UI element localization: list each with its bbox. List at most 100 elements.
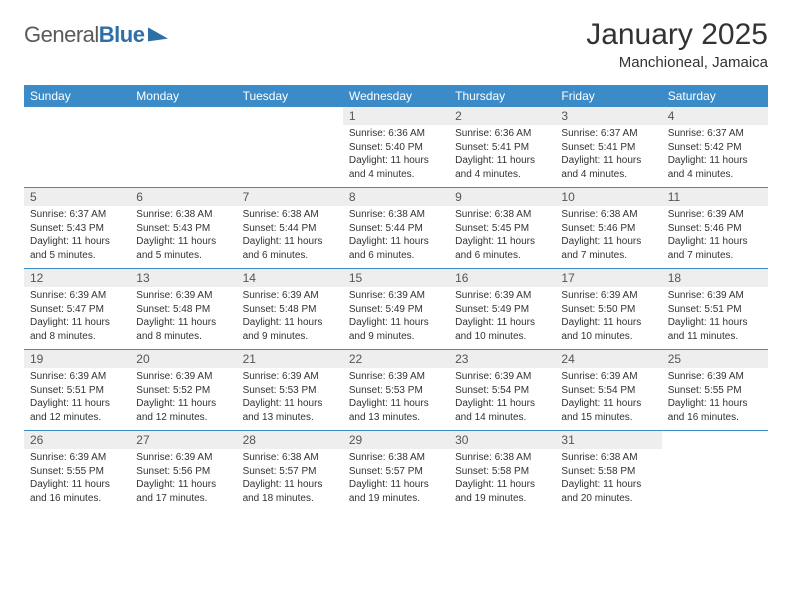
day-number: 13 [130,269,236,287]
day-cell [237,107,343,187]
logo-triangle-icon [148,25,168,42]
day-number: 15 [343,269,449,287]
sunset-text: Sunset: 5:44 PM [349,222,443,236]
day-number: 20 [130,350,236,368]
day-cell [662,431,768,511]
sunrise-text: Sunrise: 6:39 AM [30,370,124,384]
day-info: Sunrise: 6:38 AMSunset: 5:45 PMDaylight:… [449,208,555,262]
sunrise-text: Sunrise: 6:39 AM [30,289,124,303]
day-number: 29 [343,431,449,449]
day-number: 21 [237,350,343,368]
day-cell: 2 Sunrise: 6:36 AMSunset: 5:41 PMDaylight… [449,107,555,187]
day-number: 11 [662,188,768,206]
day-info: Sunrise: 6:37 AMSunset: 5:41 PMDaylight:… [555,127,661,181]
title-block: January 2025 Manchioneal, Jamaica [586,18,768,71]
day-number: 26 [24,431,130,449]
day-info: Sunrise: 6:38 AMSunset: 5:46 PMDaylight:… [555,208,661,262]
sunrise-text: Sunrise: 6:39 AM [136,370,230,384]
sunset-text: Sunset: 5:43 PM [30,222,124,236]
weekday-header: Friday [555,85,661,107]
day-number: 28 [237,431,343,449]
sunset-text: Sunset: 5:57 PM [349,465,443,479]
sunrise-text: Sunrise: 6:37 AM [561,127,655,141]
daylight-text: Daylight: 11 hours and 7 minutes. [668,235,762,262]
day-number: 8 [343,188,449,206]
sunset-text: Sunset: 5:52 PM [136,384,230,398]
sunrise-text: Sunrise: 6:39 AM [561,370,655,384]
sunset-text: Sunset: 5:53 PM [243,384,337,398]
sunrise-text: Sunrise: 6:39 AM [561,289,655,303]
sunrise-text: Sunrise: 6:39 AM [136,289,230,303]
day-number: 10 [555,188,661,206]
weekday-header: Monday [130,85,236,107]
logo-text: GeneralBlue [24,22,144,48]
daylight-text: Daylight: 11 hours and 9 minutes. [243,316,337,343]
sunrise-text: Sunrise: 6:39 AM [455,289,549,303]
day-cell: 28Sunrise: 6:38 AMSunset: 5:57 PMDayligh… [237,431,343,511]
day-cell: 15Sunrise: 6:39 AMSunset: 5:49 PMDayligh… [343,269,449,349]
daylight-text: Daylight: 11 hours and 13 minutes. [349,397,443,424]
day-cell: 24Sunrise: 6:39 AMSunset: 5:54 PMDayligh… [555,350,661,430]
logo-text-gray: General [24,22,99,47]
day-info: Sunrise: 6:39 AMSunset: 5:49 PMDaylight:… [449,289,555,343]
day-number: 31 [555,431,661,449]
week-row: 26Sunrise: 6:39 AMSunset: 5:55 PMDayligh… [24,430,768,511]
day-cell: 27Sunrise: 6:39 AMSunset: 5:56 PMDayligh… [130,431,236,511]
logo: GeneralBlue [24,18,168,48]
day-cell: 22Sunrise: 6:39 AMSunset: 5:53 PMDayligh… [343,350,449,430]
weekday-header: Tuesday [237,85,343,107]
day-cell: 30Sunrise: 6:38 AMSunset: 5:58 PMDayligh… [449,431,555,511]
sunrise-text: Sunrise: 6:39 AM [349,289,443,303]
day-number [24,107,130,111]
sunset-text: Sunset: 5:51 PM [668,303,762,317]
sunrise-text: Sunrise: 6:39 AM [455,370,549,384]
day-number: 7 [237,188,343,206]
weekday-header: Sunday [24,85,130,107]
day-info: Sunrise: 6:39 AMSunset: 5:54 PMDaylight:… [449,370,555,424]
day-info: Sunrise: 6:37 AMSunset: 5:43 PMDaylight:… [24,208,130,262]
sunset-text: Sunset: 5:56 PM [136,465,230,479]
sunrise-text: Sunrise: 6:37 AM [30,208,124,222]
daylight-text: Daylight: 11 hours and 10 minutes. [561,316,655,343]
weekday-header: Saturday [662,85,768,107]
page-title: January 2025 [586,18,768,52]
day-number: 5 [24,188,130,206]
day-info: Sunrise: 6:38 AMSunset: 5:44 PMDaylight:… [237,208,343,262]
sunrise-text: Sunrise: 6:39 AM [243,370,337,384]
day-cell: 1Sunrise: 6:36 AMSunset: 5:40 PMDaylight… [343,107,449,187]
day-number: 12 [24,269,130,287]
daylight-text: Daylight: 11 hours and 19 minutes. [349,478,443,505]
sunrise-text: Sunrise: 6:38 AM [561,208,655,222]
daylight-text: Daylight: 11 hours and 9 minutes. [349,316,443,343]
sunset-text: Sunset: 5:47 PM [30,303,124,317]
day-number: 14 [237,269,343,287]
day-info: Sunrise: 6:39 AMSunset: 5:47 PMDaylight:… [24,289,130,343]
sunset-text: Sunset: 5:55 PM [668,384,762,398]
day-cell: 9Sunrise: 6:38 AMSunset: 5:45 PMDaylight… [449,188,555,268]
sunset-text: Sunset: 5:40 PM [349,141,443,155]
daylight-text: Daylight: 11 hours and 15 minutes. [561,397,655,424]
calendar-page: GeneralBlue January 2025 Manchioneal, Ja… [0,0,792,529]
week-row: 19Sunrise: 6:39 AMSunset: 5:51 PMDayligh… [24,349,768,430]
sunrise-text: Sunrise: 6:38 AM [561,451,655,465]
day-info: Sunrise: 6:39 AMSunset: 5:54 PMDaylight:… [555,370,661,424]
week-row: 1Sunrise: 6:36 AMSunset: 5:40 PMDaylight… [24,107,768,187]
day-cell: 17Sunrise: 6:39 AMSunset: 5:50 PMDayligh… [555,269,661,349]
sunrise-text: Sunrise: 6:39 AM [668,289,762,303]
day-number: 2 [449,107,555,125]
header: GeneralBlue January 2025 Manchioneal, Ja… [24,18,768,71]
daylight-text: Daylight: 11 hours and 16 minutes. [668,397,762,424]
sunrise-text: Sunrise: 6:39 AM [349,370,443,384]
day-info: Sunrise: 6:38 AMSunset: 5:57 PMDaylight:… [343,451,449,505]
weekday-header: Wednesday [343,85,449,107]
day-info: Sunrise: 6:39 AMSunset: 5:53 PMDaylight:… [237,370,343,424]
day-cell: 3Sunrise: 6:37 AMSunset: 5:41 PMDaylight… [555,107,661,187]
sunset-text: Sunset: 5:50 PM [561,303,655,317]
daylight-text: Daylight: 11 hours and 5 minutes. [136,235,230,262]
day-cell: 4Sunrise: 6:37 AMSunset: 5:42 PMDaylight… [662,107,768,187]
sunrise-text: Sunrise: 6:39 AM [668,370,762,384]
day-number: 1 [343,107,449,125]
day-cell: 21 Sunrise: 6:39 AMSunset: 5:53 PMDayligh… [237,350,343,430]
day-info: Sunrise: 6:36 AMSunset: 5:41 PMDaylight:… [449,127,555,181]
daylight-text: Daylight: 11 hours and 5 minutes. [30,235,124,262]
